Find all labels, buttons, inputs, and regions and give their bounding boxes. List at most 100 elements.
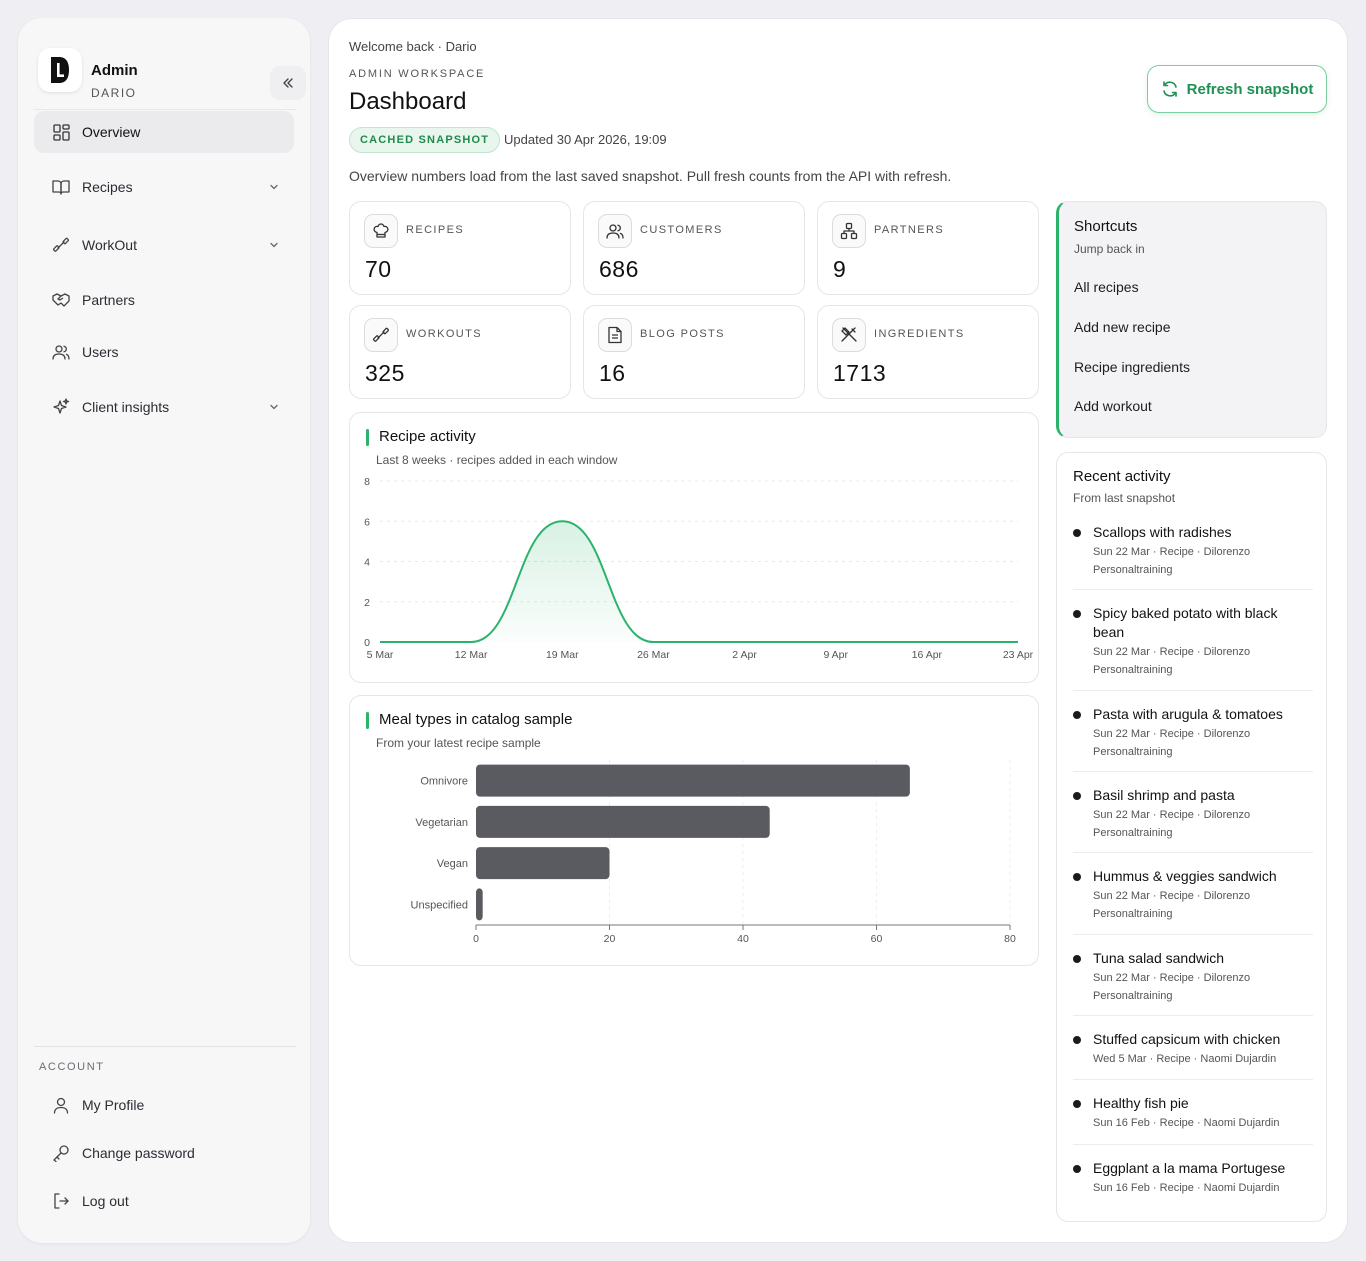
refresh-label: Refresh snapshot — [1186, 80, 1314, 98]
nav-item-partners[interactable]: Partners — [34, 279, 294, 321]
nav-label: Log out — [82, 1193, 129, 1209]
shortcut-add-workout[interactable]: Add workout — [1074, 398, 1152, 414]
bullet — [1073, 1100, 1081, 1108]
item-meta: Wed 5 Mar · Recipe · Naomi Dujardin — [1093, 1053, 1277, 1065]
nav-item-users[interactable]: Users — [34, 331, 294, 373]
stat-card-ingredients[interactable]: INGREDIENTS 1713 — [817, 305, 1039, 399]
meal-types-panel: Meal types in catalog sample From your l… — [349, 695, 1039, 966]
nav-item-client-insights[interactable]: Client insights — [34, 386, 294, 428]
dumbbell-icon — [52, 236, 70, 254]
bar — [476, 764, 910, 797]
bullet — [1073, 529, 1081, 537]
x-tick-label: 60 — [871, 933, 883, 945]
account-divider — [34, 1046, 296, 1047]
main-content: Welcome back · Dario ADMIN WORKSPACE Das… — [328, 18, 1348, 1243]
series-line — [379, 520, 1018, 643]
collapse-sidebar-button[interactable] — [270, 66, 306, 100]
nav-item-my-profile[interactable]: My Profile — [34, 1084, 294, 1126]
shortcuts-subtitle: Jump back in — [1074, 242, 1145, 256]
bullet — [1073, 873, 1081, 881]
x-tick-label: 23 Apr — [1003, 649, 1034, 661]
document-icon — [598, 318, 632, 352]
recent-title: Recent activity — [1073, 468, 1171, 485]
nav-label: Overview — [82, 124, 141, 140]
y-tick-label: Vegetarian — [415, 817, 468, 829]
divider — [1073, 1144, 1313, 1145]
bullet — [1073, 610, 1081, 618]
item-title: Spicy baked potato with black bean — [1093, 605, 1278, 640]
refresh-snapshot-button[interactable]: Refresh snapshot — [1147, 65, 1327, 113]
nav-label: Users — [82, 344, 119, 360]
stat-label: WORKOUTS — [406, 328, 482, 340]
bullet — [1073, 955, 1081, 963]
y-tick-label: Omnivore — [420, 776, 468, 788]
workspace-label: ADMIN WORKSPACE — [349, 68, 486, 80]
stat-label: INGREDIENTS — [874, 328, 965, 340]
divider — [1073, 934, 1313, 935]
item-title: Stuffed capsicum with chicken — [1093, 1031, 1281, 1047]
stat-card-customers[interactable]: CUSTOMERS 686 — [583, 201, 805, 295]
recent-subtitle: From last snapshot — [1073, 491, 1176, 505]
y-tick-label: 0 — [364, 637, 370, 649]
item-title: Basil shrimp and pasta — [1093, 787, 1235, 803]
stat-card-blog-posts[interactable]: BLOG POSTS 16 — [583, 305, 805, 399]
nav-item-workout[interactable]: WorkOut — [34, 224, 294, 266]
x-tick-label: 80 — [1004, 933, 1016, 945]
brand-subtitle: DARIO — [91, 86, 137, 100]
intro-text: Overview numbers load from the last save… — [349, 168, 952, 184]
item-meta: Sun 22 Mar · Recipe · Dilorenzo Personal… — [1093, 890, 1251, 920]
nav-label: My Profile — [82, 1097, 145, 1113]
nav-item-change-password[interactable]: Change password — [34, 1132, 294, 1174]
y-tick-label: Unspecified — [411, 899, 468, 911]
nav-item-recipes[interactable]: Recipes — [34, 166, 294, 208]
nav-item-log-out[interactable]: Log out — [34, 1180, 294, 1222]
item-meta: Sun 22 Mar · Recipe · Dilorenzo Personal… — [1093, 972, 1251, 1002]
stat-value: 686 — [599, 256, 639, 282]
item-title: Pasta with arugula & tomatoes — [1093, 706, 1283, 722]
bullet — [1073, 711, 1081, 719]
grid-icon — [52, 123, 70, 141]
stat-card-partners[interactable]: PARTNERS 9 — [817, 201, 1039, 295]
users-icon — [598, 214, 632, 248]
stat-label: RECIPES — [406, 224, 465, 236]
x-tick-label: 19 Mar — [546, 649, 579, 661]
item-meta: Sun 22 Mar · Recipe · Dilorenzo Personal… — [1093, 646, 1251, 676]
y-tick-label: 4 — [364, 557, 370, 569]
status-badge: CACHED SNAPSHOT — [349, 127, 501, 153]
account-section-label: ACCOUNT — [39, 1061, 105, 1073]
panel-accent — [366, 429, 369, 446]
y-tick-label: Vegan — [437, 858, 468, 870]
chevron-down-icon — [268, 180, 280, 196]
x-tick-label: 26 Mar — [637, 649, 670, 661]
shortcut-all-recipes[interactable]: All recipes — [1074, 279, 1139, 295]
stat-label: PARTNERS — [874, 224, 945, 236]
logout-icon — [52, 1192, 70, 1210]
item-title: Eggplant a la mama Portugese — [1093, 1160, 1286, 1176]
divider — [1073, 690, 1313, 691]
stat-card-recipes[interactable]: RECIPES 70 — [349, 201, 571, 295]
stat-card-workouts[interactable]: WORKOUTS 325 — [349, 305, 571, 399]
stat-value: 70 — [365, 256, 392, 282]
x-tick-label: 0 — [473, 933, 479, 945]
nav-item-overview[interactable]: Overview — [34, 111, 294, 153]
nav-label: Change password — [82, 1145, 195, 1161]
bar — [476, 847, 610, 880]
bullet — [1073, 1036, 1081, 1044]
dumbbell-icon — [364, 318, 398, 352]
x-tick-label: 5 Mar — [367, 649, 394, 661]
chevron-down-icon — [268, 238, 280, 254]
nav-label: Recipes — [82, 179, 133, 195]
bar — [476, 888, 483, 921]
stat-value: 9 — [833, 256, 847, 282]
shortcut-add-new-recipe[interactable]: Add new recipe — [1074, 319, 1171, 335]
book-icon — [52, 178, 70, 196]
stat-value: 16 — [599, 360, 626, 386]
sparkles-icon — [52, 398, 70, 416]
shortcut-recipe-ingredients[interactable]: Recipe ingredients — [1074, 359, 1190, 375]
divider — [1073, 1079, 1313, 1080]
item-title: Tuna salad sandwich — [1093, 950, 1225, 966]
x-tick-label: 20 — [604, 933, 616, 945]
item-meta: Sun 22 Mar · Recipe · Dilorenzo Personal… — [1093, 546, 1251, 576]
handshake-icon — [52, 291, 70, 309]
nav-label: Client insights — [82, 399, 170, 415]
